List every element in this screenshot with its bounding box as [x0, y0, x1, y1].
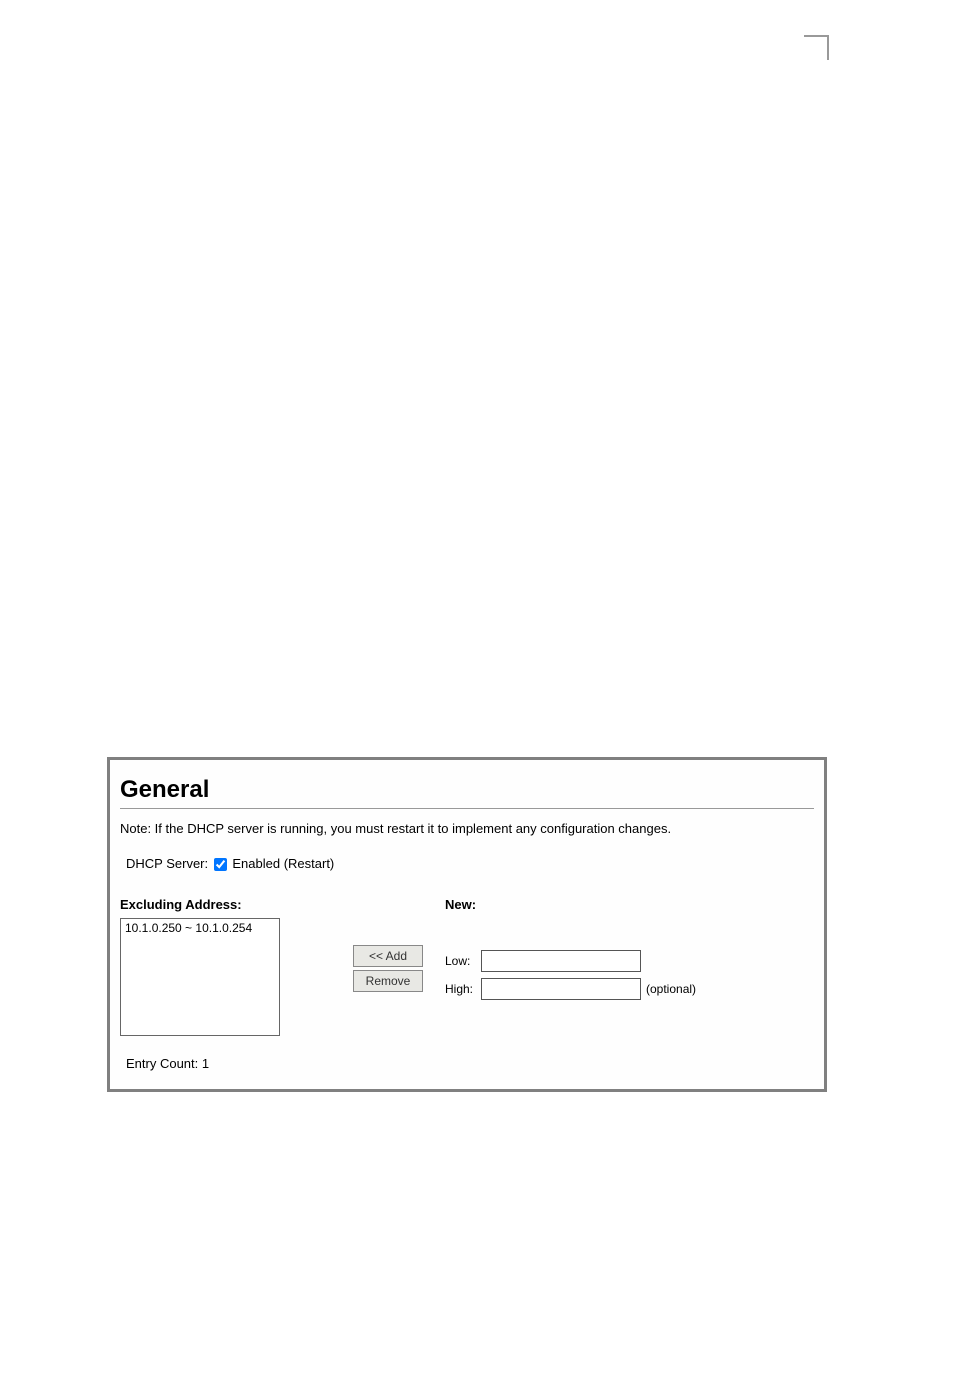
- dhcp-server-row: DHCP Server: Enabled (Restart): [120, 856, 814, 871]
- remove-button[interactable]: Remove: [353, 970, 423, 992]
- new-column: New: Low: High: (optional): [445, 897, 814, 1006]
- optional-text: (optional): [646, 982, 696, 996]
- address-columns: Excluding Address: 10.1.0.250 ~ 10.1.0.2…: [120, 897, 814, 1036]
- add-button[interactable]: << Add: [353, 945, 423, 967]
- low-row: Low:: [445, 950, 814, 972]
- dhcp-server-label: DHCP Server:: [126, 856, 208, 871]
- dhcp-enabled-label: Enabled (Restart): [232, 856, 334, 871]
- low-label: Low:: [445, 954, 481, 968]
- low-input[interactable]: [481, 950, 641, 972]
- panel-heading: General: [120, 770, 814, 809]
- dhcp-enabled-checkbox[interactable]: [214, 858, 227, 871]
- entry-count: Entry Count: 1: [120, 1056, 814, 1071]
- note-text: Note: If the DHCP server is running, you…: [120, 821, 814, 836]
- excluding-listbox[interactable]: 10.1.0.250 ~ 10.1.0.254: [120, 918, 280, 1036]
- high-row: High: (optional): [445, 978, 814, 1000]
- general-panel: General Note: If the DHCP server is runn…: [107, 757, 827, 1092]
- excluding-label: Excluding Address:: [120, 897, 335, 912]
- high-label: High:: [445, 982, 481, 996]
- list-item[interactable]: 10.1.0.250 ~ 10.1.0.254: [122, 920, 278, 936]
- crop-mark: [799, 35, 829, 65]
- high-input[interactable]: [481, 978, 641, 1000]
- excluding-column: Excluding Address: 10.1.0.250 ~ 10.1.0.2…: [120, 897, 335, 1036]
- new-label: New:: [445, 897, 814, 912]
- button-column: << Add Remove: [353, 897, 431, 992]
